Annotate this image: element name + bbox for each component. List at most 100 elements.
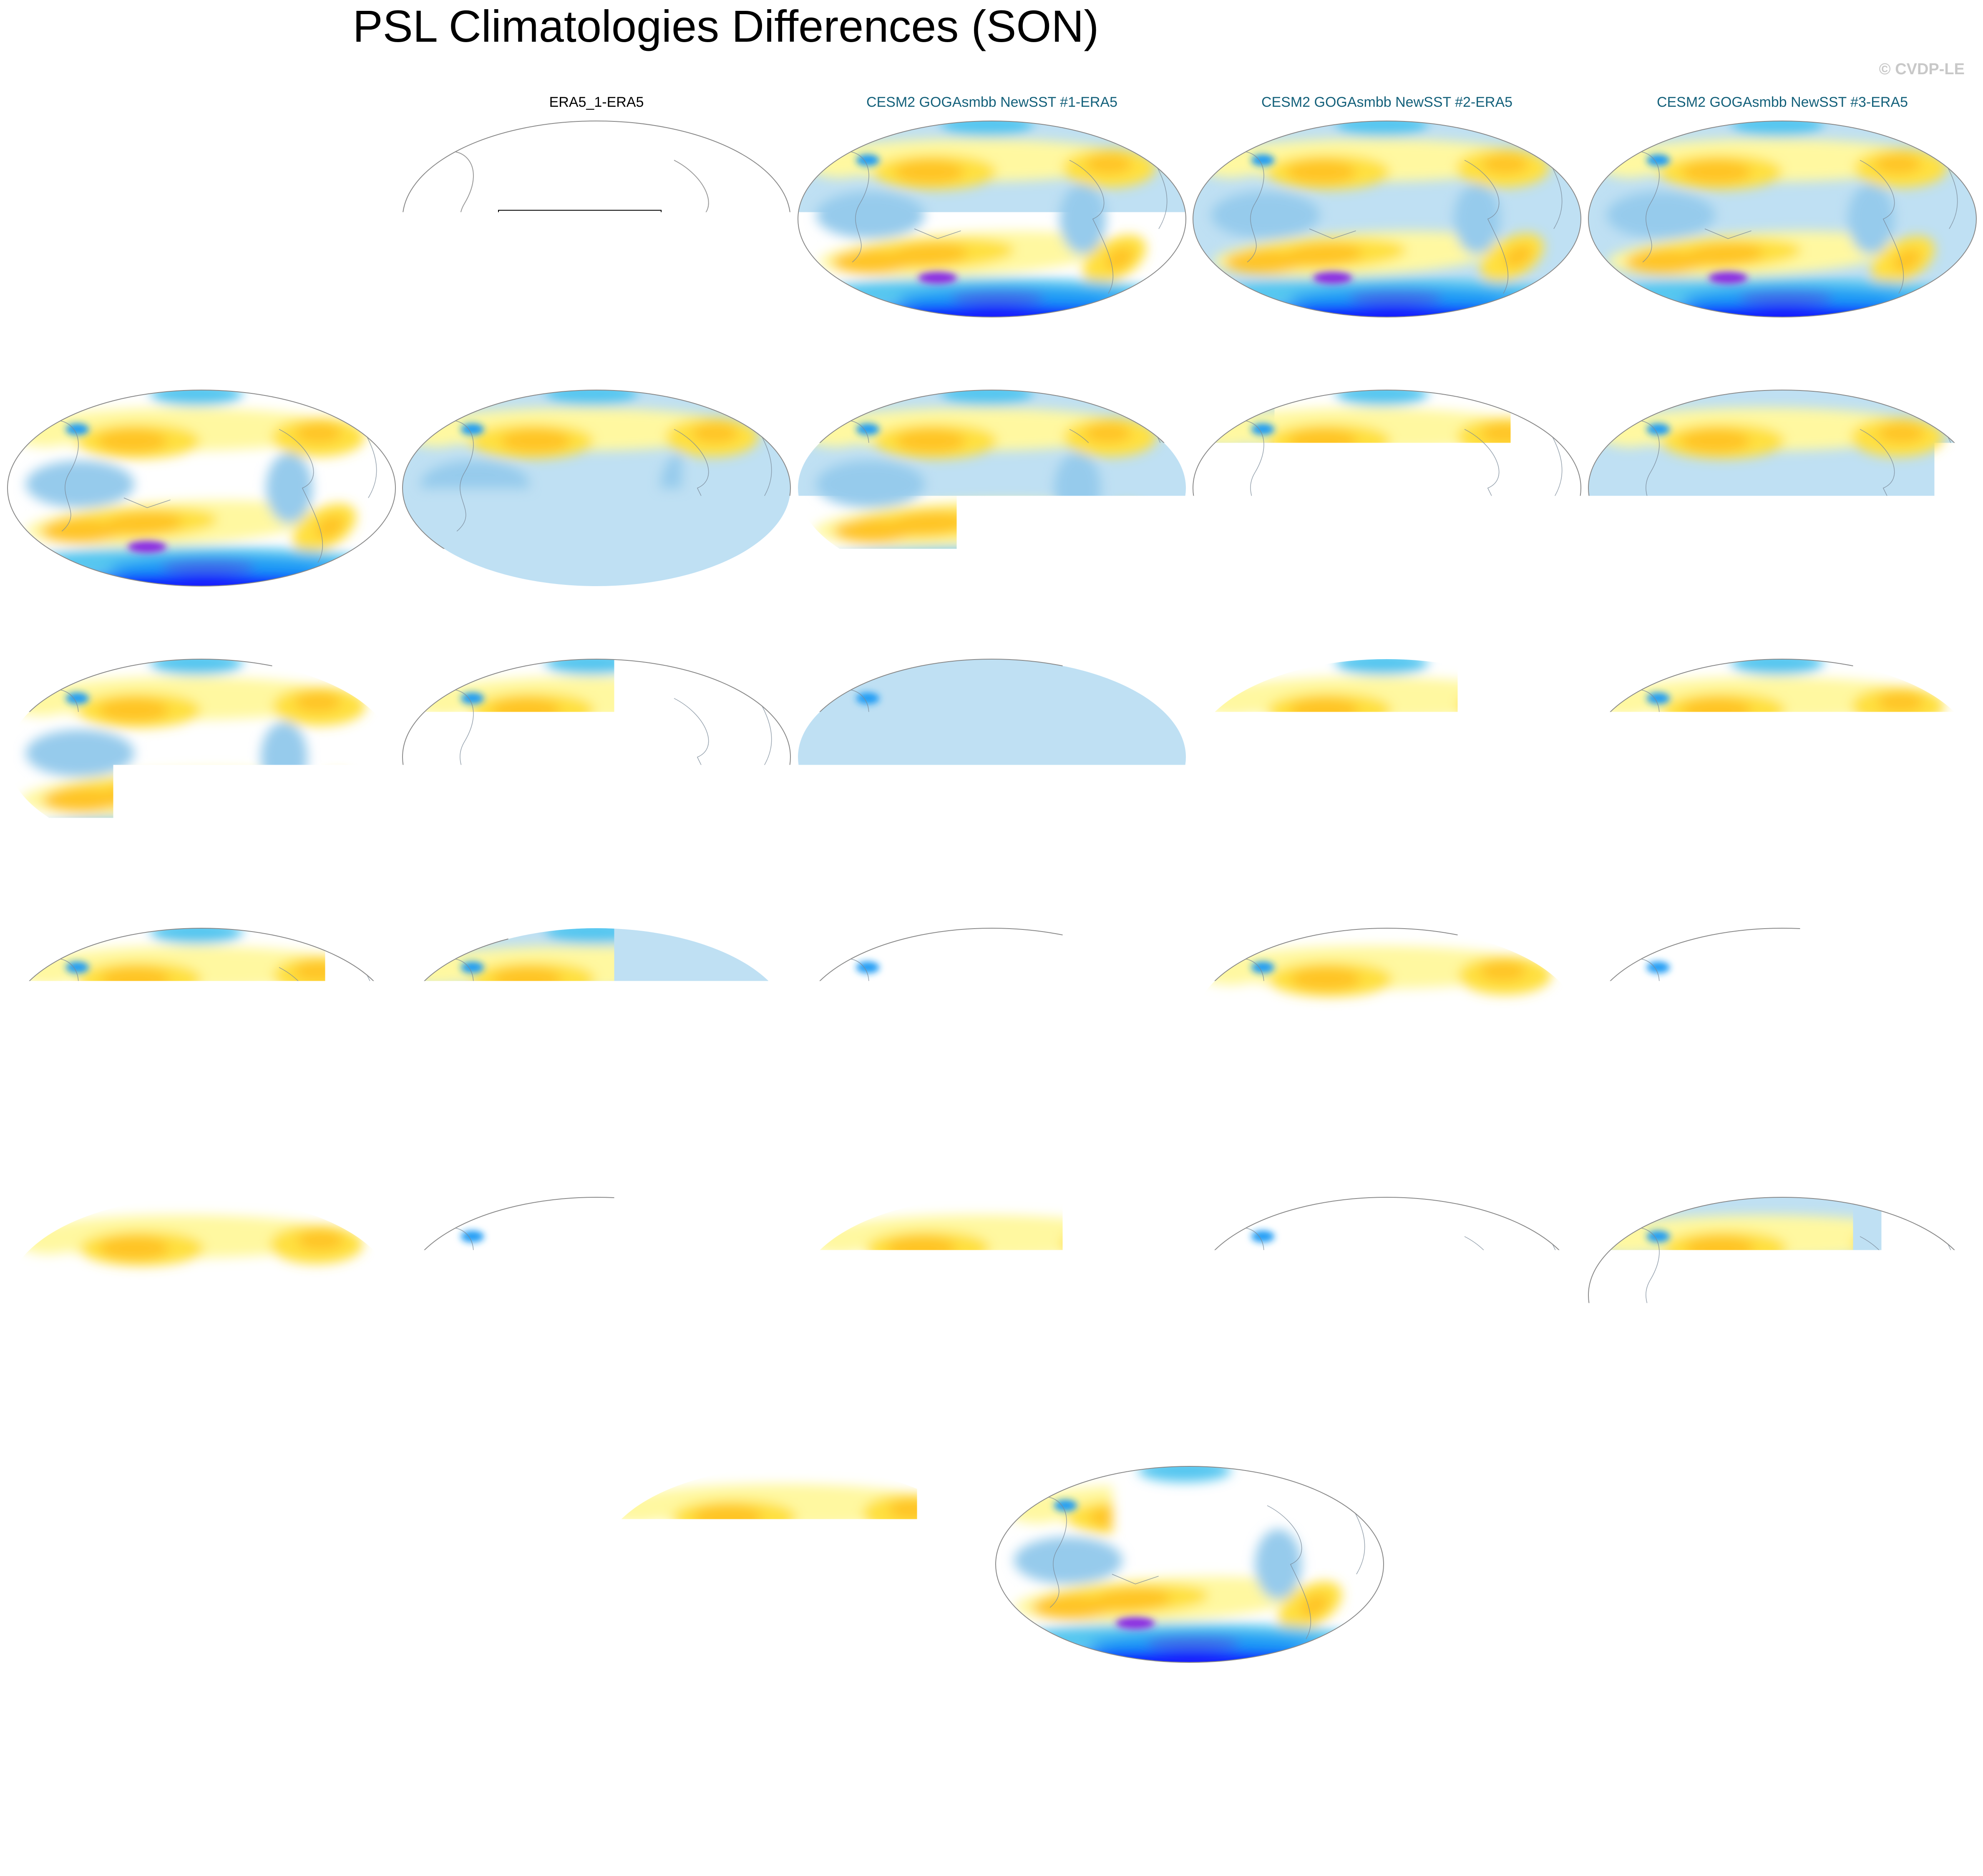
- map-panel: CESM2 TOGAsmbb #5-ERA5: [403, 1171, 790, 1401]
- map-field: [798, 113, 1186, 325]
- colorbar-swatch: [1057, 1755, 1121, 1787]
- colorbar-tick-label: 10: [1615, 1793, 1654, 1832]
- watermark: © CVDP-LE: [1879, 60, 1965, 78]
- panel-title: CESM2 TOGAsmbb #3-ERA5: [1688, 901, 1877, 917]
- panel-title: CESM2 TOGA #4-ERA5: [125, 632, 278, 648]
- panel-title: CESM2 TOGA #5-ERA5: [520, 632, 673, 648]
- panel-title: CESM2 TOGAsmbb #8-ERA5: [1688, 1171, 1877, 1186]
- map-panel: CESM2 TOGA #1-ERA5: [798, 363, 1186, 594]
- map-field: [403, 920, 790, 1132]
- map-field: [1588, 651, 1976, 863]
- map-field: [1193, 113, 1581, 325]
- colorbar-tick-label: -7: [527, 1793, 559, 1832]
- colorbar-swatch: [1185, 1755, 1250, 1787]
- colorbar-tick-label: -3: [784, 1793, 815, 1832]
- colorbar: -10 -9 -8 -7 -6 -5 -4 -3 -2 -1 0 1 2 3 4 5 6 7 8 9 10hPa: [286, 1755, 1699, 1874]
- map-panel: CESM2 TOGAsmbb #3-ERA5: [1588, 901, 1976, 1132]
- colorbar-swatch: [286, 1755, 350, 1787]
- map-panel: CESM2 GOGAsmbb NewSST #4-ERA5: [8, 363, 395, 594]
- colorbar-tick-label: 4: [1240, 1793, 1259, 1832]
- panel-title: CESM2 TOGAsmbb #7-ERA5: [1293, 1171, 1481, 1186]
- map-panel: CESM2 TOGAsmbb #1-ERA5: [798, 901, 1186, 1132]
- colorbar-swatch: [1378, 1755, 1442, 1787]
- colorbar-swatch: [1314, 1755, 1378, 1787]
- colorbar-swatch: [1442, 1755, 1507, 1787]
- map-field: [1588, 113, 1976, 325]
- map-panel: CESM2 TOGA #6-ERA5: [798, 632, 1186, 863]
- colorbar-swatch: [735, 1755, 800, 1787]
- colorbar-tick-label: -8: [463, 1793, 494, 1832]
- colorbar-tick-label: 9: [1561, 1793, 1580, 1832]
- colorbar-swatch: [607, 1755, 672, 1787]
- map-field: [1193, 382, 1581, 594]
- map-field: [1588, 382, 1976, 594]
- colorbar-swatch: [414, 1755, 479, 1787]
- colorbar-tick-label: -2: [848, 1793, 880, 1832]
- map-field: [599, 1458, 987, 1670]
- colorbar-tick-label: 5: [1304, 1793, 1324, 1832]
- map-panel: CESM2 TOGA #3-ERA5: [1588, 363, 1976, 594]
- map-field: [1588, 1189, 1976, 1401]
- map-panel: CESM2 TOGA #7-ERA5: [1193, 632, 1581, 863]
- map-panel: CESM2 TOGA #10-ERA5: [403, 901, 790, 1132]
- panel-title: CESM2 GOGAsmbb NewSST #5-ERA5: [471, 363, 722, 379]
- panel-title: CESM2 TOGAsmbb #2-ERA5: [1293, 901, 1481, 917]
- constant-field-note: CONSTANT FIELD - VALUE IS 0: [513, 213, 647, 224]
- colorbar-tick-label: 1: [1047, 1793, 1067, 1832]
- map-field: [8, 651, 395, 863]
- map-field: [8, 382, 395, 594]
- map-panel: CESM2 TOGAsmbb #9-ERA5: [599, 1440, 987, 1670]
- colorbar-swatch: [992, 1755, 1057, 1787]
- colorbar-tick-label: -5: [656, 1793, 687, 1832]
- map-field: [1588, 920, 1976, 1132]
- colorbar-swatch: [800, 1755, 864, 1787]
- map-panel: ERA5_1-ERA5 CONSTANT FIELD - VALUE IS 0: [403, 94, 790, 317]
- panel-title: CESM2 GOGAsmbb NewSST #4-ERA5: [76, 363, 327, 379]
- map-panel: CESM2 GOGAsmbb NewSST #3-ERA5: [1588, 94, 1976, 325]
- map-panel: CESM2 TOGA #2-ERA5: [1193, 363, 1581, 594]
- map-field: [798, 920, 1186, 1132]
- panel-title: CESM2 TOGAsmbb #1-ERA5: [898, 901, 1086, 917]
- panel-title: CESM2 GOGAsmbb NewSST #1-ERA5: [866, 94, 1117, 110]
- map-panel: CESM2 TOGAsmbb #8-ERA5: [1588, 1171, 1976, 1401]
- panel-title: CESM2 TOGAsmbb #9-ERA5: [699, 1440, 888, 1455]
- colorbar-tick-label: 3: [1175, 1793, 1195, 1832]
- map-field: [1193, 920, 1581, 1132]
- map-field: [798, 651, 1186, 863]
- map-field: [403, 651, 790, 863]
- map-panel: CESM2 TOGAsmbb #10-ERA5: [996, 1440, 1384, 1670]
- map-panel: CESM2 TOGA #8-ERA5: [1588, 632, 1976, 863]
- colorbar-unit-label: hPa: [961, 1835, 1024, 1874]
- colorbar-swatch: [543, 1755, 607, 1787]
- map-field: [996, 1458, 1384, 1670]
- map-panel: CESM2 TOGAsmbb #6-ERA5: [798, 1171, 1186, 1401]
- figure-title: PSL Climatologies Differences (SON): [353, 1, 1099, 51]
- map-field: [1193, 651, 1581, 863]
- map-field: [1193, 1189, 1581, 1401]
- map-field: [798, 1189, 1186, 1401]
- figure-canvas: PSL Climatologies Differences (SON) © CV…: [0, 0, 1983, 1876]
- colorbar-swatch: [350, 1755, 415, 1787]
- colorbar-swatch: [671, 1755, 736, 1787]
- colorbar-swatch: [1506, 1755, 1571, 1787]
- map-field: [403, 382, 790, 594]
- colorbar-tick-label: -6: [591, 1793, 623, 1832]
- colorbar-swatch: [1121, 1755, 1185, 1787]
- map-panel: CESM2 TOGAsmbb #4-ERA5: [8, 1171, 395, 1401]
- colorbar-tick-label: -4: [720, 1793, 751, 1832]
- panels-grid: ERA5_1-ERA5 CONSTANT FIELD - VALUE IS 0 CE…: [8, 94, 1976, 1670]
- panel-title: CESM2 TOGA #9-ERA5: [125, 901, 278, 917]
- map-field: [403, 1189, 790, 1401]
- panel-title: CESM2 TOGA #8-ERA5: [1706, 632, 1859, 648]
- colorbar-swatch: [864, 1755, 929, 1787]
- colorbar-swatch: [1570, 1755, 1635, 1787]
- map-panel: CESM2 GOGAsmbb NewSST #2-ERA5: [1193, 94, 1581, 325]
- colorbar-tick-label: -1: [913, 1793, 944, 1832]
- panel-title: CESM2 GOGAsmbb NewSST #2-ERA5: [1261, 94, 1512, 110]
- map-panel: CESM2 TOGA #4-ERA5: [8, 632, 395, 863]
- map-field: [798, 382, 1186, 594]
- panel-title: CESM2 TOGA #1-ERA5: [915, 363, 1068, 379]
- figure: PSL Climatologies Differences (SON) © CV…: [0, 0, 1983, 1876]
- panel-title: CESM2 GOGAsmbb NewSST #3-ERA5: [1657, 94, 1908, 110]
- colorbar-tick-label: 7: [1432, 1793, 1452, 1832]
